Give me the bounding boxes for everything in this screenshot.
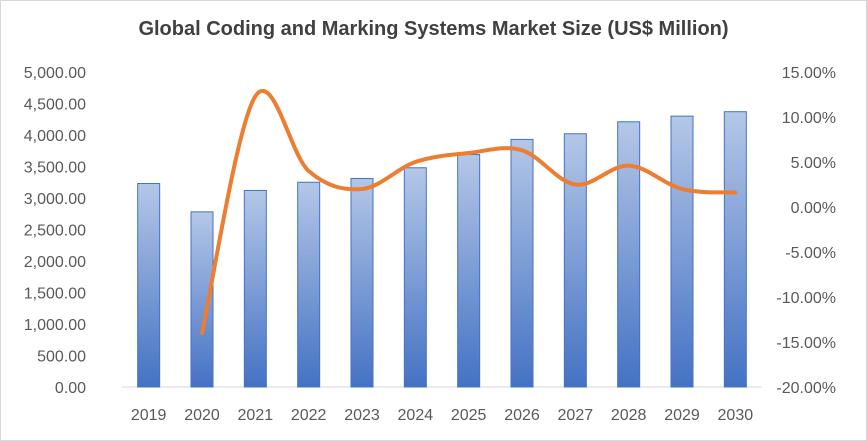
bar-2029 [670,115,694,388]
x-tick-label: 2029 [664,407,700,424]
x-tick-label: 2019 [131,407,167,424]
y-right-tick-label: 5.00% [791,155,836,172]
bar-2024 [403,167,427,388]
bar-2023 [350,177,374,388]
y-left-tick-label: 500.00 [37,349,86,366]
x-tick-label: 2030 [718,407,754,424]
y-left-tick-label: 3,500.00 [24,160,86,177]
bar-2020 [190,211,214,388]
y-left-tick-label: 1,500.00 [24,286,86,303]
y-right-tick-label: -15.00% [776,335,836,352]
y-right-tick-label: -5.00% [785,245,836,262]
y-left-tick-label: 1,000.00 [24,317,86,334]
bar-2025 [457,154,481,388]
x-tick-label: 2028 [611,407,647,424]
y-right-tick-label: -20.00% [776,380,836,397]
y-right-tick-label: 10.00% [782,110,836,127]
x-tick-label: 2026 [504,407,540,424]
chart-title: Global Coding and Marking Systems Market… [138,18,729,40]
bar-2022 [297,181,321,388]
y-right-tick-label: 0.00% [791,200,836,217]
y-left-tick-label: 2,000.00 [24,254,86,271]
bar-2030 [723,111,747,388]
x-tick-label: 2024 [398,407,434,424]
bar-2019 [137,183,161,388]
y-right-tick-label: -10.00% [776,290,836,307]
bar-2026 [510,138,534,388]
x-tick-label: 2025 [451,407,487,424]
bar-2028 [617,121,641,388]
y-left-tick-label: 4,000.00 [24,128,86,145]
y-left-tick-label: 4,500.00 [24,97,86,114]
growth-rate-line [200,89,738,335]
y-left-tick-label: 3,000.00 [24,191,86,208]
x-tick-label: 2022 [291,407,327,424]
bar-2027 [563,133,587,388]
bar-2021 [243,189,267,388]
x-tick-label: 2023 [344,407,380,424]
x-tick-label: 2027 [558,407,594,424]
y-right-tick-label: 15.00% [782,65,836,82]
x-tick-label: 2020 [184,407,220,424]
x-tick-label: 2021 [238,407,274,424]
y-left-tick-label: 5,000.00 [24,65,86,82]
y-left-tick-label: 0.00 [55,380,86,397]
y-left-tick-label: 2,500.00 [24,223,86,240]
